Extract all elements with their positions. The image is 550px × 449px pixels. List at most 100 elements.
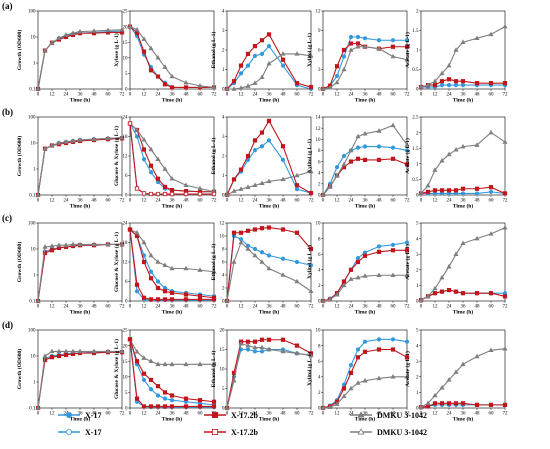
y-tick-label: 6: [318, 160, 321, 165]
y-tick-label: 10: [31, 248, 37, 253]
y-axis-label: Xylitol (g L-1): [306, 245, 313, 279]
data-point: [141, 371, 147, 376]
data-point: [141, 49, 147, 54]
data-point: [460, 39, 466, 44]
legend-item: X-17: [58, 411, 101, 420]
data-point: [141, 295, 147, 300]
data-point: [245, 51, 251, 57]
x-tick-label: 48: [92, 305, 98, 310]
data-point: [390, 242, 396, 247]
x-tick-label: 48: [475, 305, 481, 310]
y-tick-label: 2: [222, 155, 225, 160]
series-line: [226, 139, 312, 196]
y-tick-label: 18: [123, 135, 129, 140]
data-point: [446, 188, 452, 193]
x-tick-label: 72: [120, 412, 126, 417]
data-point: [280, 144, 286, 149]
series-line: [226, 171, 312, 196]
x-tick-label: 36: [461, 93, 467, 98]
legend-item: DMKU 3-1042: [350, 428, 427, 437]
data-point: [453, 401, 459, 406]
data-point: [77, 348, 83, 354]
y-tick-label: 2.5: [412, 116, 419, 121]
data-point: [341, 47, 347, 53]
data-point: [294, 51, 300, 56]
series-2: [127, 121, 217, 194]
y-tick-label: 8: [318, 237, 321, 242]
y-axis-label: Ethanol (g L-1): [210, 244, 217, 281]
legend-label: DMKU 3-1042: [377, 428, 427, 437]
x-tick-label: 0: [420, 199, 423, 204]
x-tick-label: 72: [503, 93, 509, 98]
x-tick-label: 48: [281, 199, 287, 204]
y-tick-label: 4: [222, 116, 225, 121]
x-tick-label: 24: [64, 199, 70, 204]
data-point: [280, 51, 286, 56]
data-point: [308, 246, 314, 252]
data-point: [488, 231, 494, 236]
legend-item: X-17.2b: [204, 411, 258, 420]
legend-label: X-17.2b: [231, 411, 258, 420]
data-point: [70, 30, 76, 35]
x-axis-label: Time (h): [355, 309, 376, 316]
data-point: [280, 63, 286, 68]
y-tick-label: 0.5: [412, 68, 419, 73]
x-tick-label: 24: [156, 412, 162, 417]
data-point: [162, 262, 168, 268]
data-point: [460, 361, 466, 367]
x-tick-label: 0: [37, 305, 40, 310]
data-point: [404, 56, 410, 62]
series-2: [320, 156, 410, 198]
data-point: [231, 188, 237, 193]
data-point: [162, 82, 168, 87]
y-tick-label: 2: [222, 49, 225, 54]
series-3: [418, 23, 508, 89]
data-point: [162, 361, 168, 367]
x-tick-label: 36: [78, 93, 84, 98]
data-point: [70, 348, 76, 354]
x-tick-label: 48: [475, 93, 481, 98]
data-point: [155, 285, 161, 291]
y-tick-label: 8: [222, 248, 225, 253]
data-point: [49, 39, 55, 45]
data-point: [56, 140, 62, 145]
data-point: [259, 226, 265, 231]
series-1: [35, 350, 125, 411]
y-tick-label: 2: [222, 287, 225, 292]
data-point: [280, 176, 286, 182]
series-3: [127, 120, 217, 194]
x-tick-label: 60: [198, 412, 204, 417]
data-point: [294, 343, 300, 348]
x-tick-label: 0: [322, 93, 325, 98]
data-point: [446, 263, 452, 269]
data-point: [446, 77, 452, 82]
x-tick-label: 48: [377, 412, 383, 417]
series-line: [421, 191, 506, 194]
legend-marker: [211, 411, 218, 418]
data-point: [348, 276, 354, 281]
x-tick-label: 72: [212, 93, 218, 98]
series-line: [226, 342, 312, 409]
data-point: [148, 252, 154, 258]
data-point: [245, 347, 251, 352]
data-point: [308, 84, 314, 90]
data-point: [294, 187, 300, 192]
data-point: [362, 253, 368, 258]
series-line: [227, 53, 312, 90]
row-label: (b): [2, 107, 13, 117]
x-tick-label: 60: [106, 93, 112, 98]
y-tick-label: 2: [416, 376, 419, 381]
legend-marker: [211, 428, 218, 435]
data-point: [348, 159, 354, 164]
series-line: [129, 339, 215, 403]
data-point: [404, 240, 410, 245]
y-tick-label: 24: [123, 116, 129, 121]
series-line: [129, 123, 214, 195]
data-point: [474, 81, 480, 86]
x-tick-label: 0: [129, 199, 132, 204]
x-tick-label: 48: [281, 305, 287, 310]
data-point: [432, 285, 438, 291]
x-tick-label: 12: [239, 199, 245, 204]
